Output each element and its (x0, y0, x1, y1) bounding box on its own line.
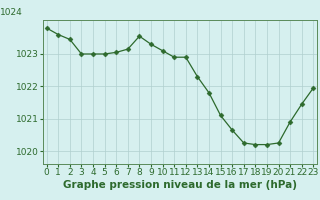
Text: 1024: 1024 (0, 8, 23, 17)
X-axis label: Graphe pression niveau de la mer (hPa): Graphe pression niveau de la mer (hPa) (63, 180, 297, 190)
